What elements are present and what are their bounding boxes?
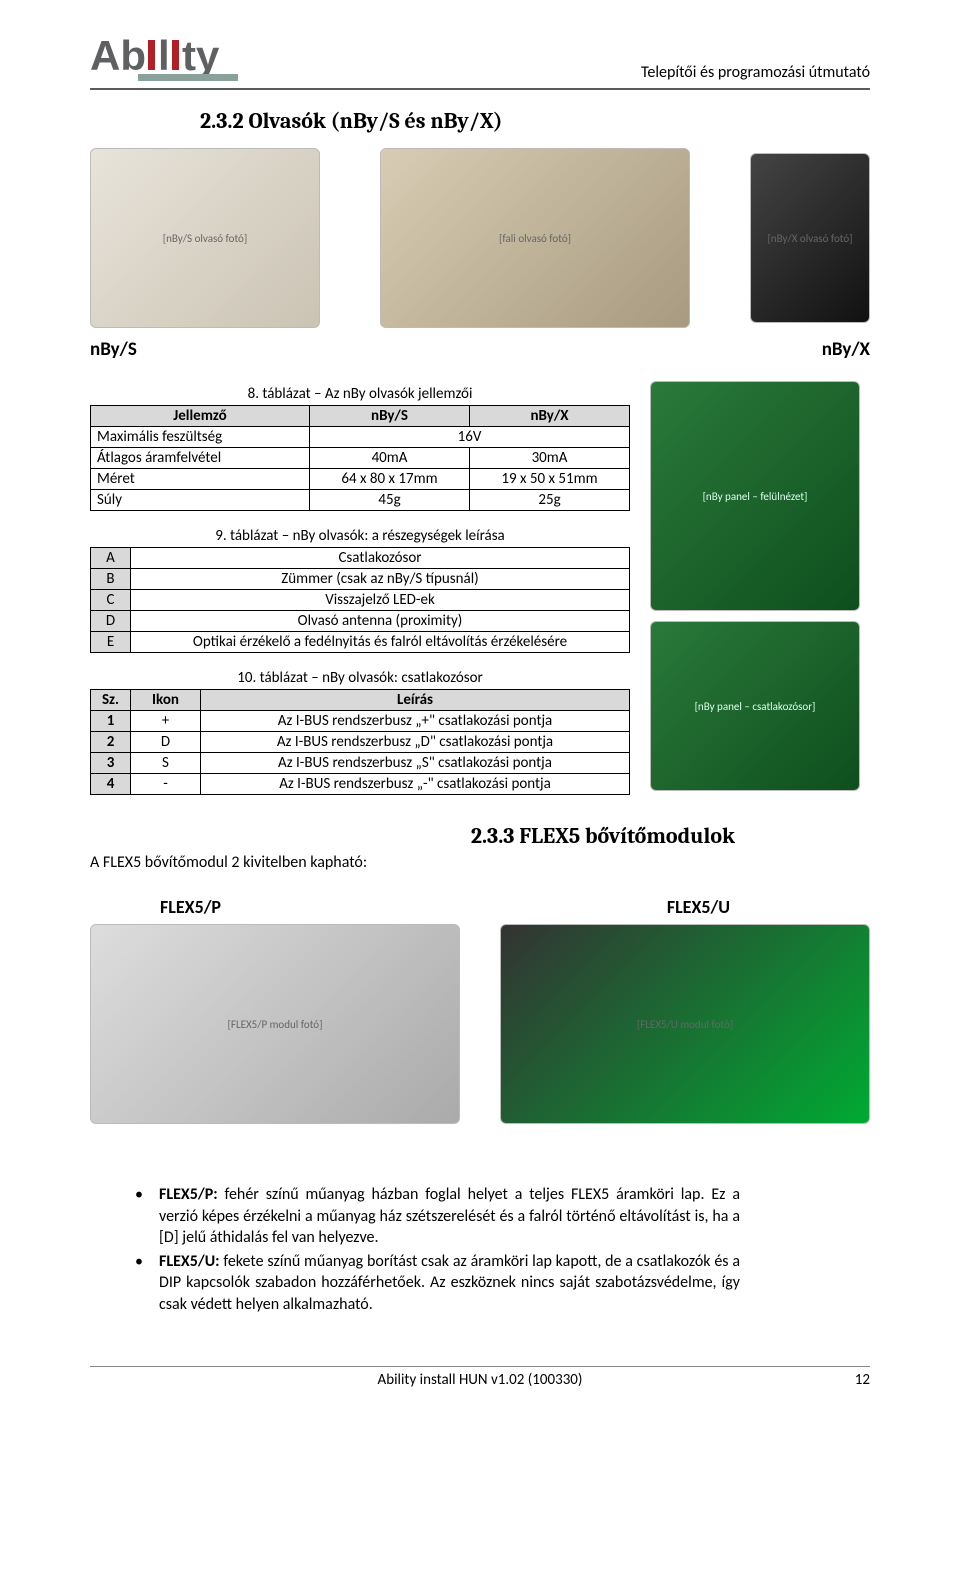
- table-row: DOlvasó antenna (proximity): [91, 611, 630, 632]
- page-header: Ab l ty Telepítői és programozási útmuta…: [90, 30, 870, 90]
- list-item: • FLEX5/U: fekete színű műanyag borítást…: [135, 1251, 740, 1316]
- table-9: ACsatlakozósor BZümmer (csak az nBy/S tí…: [90, 547, 630, 653]
- list-item: • FLEX5/P: fehér színű műanyag házban fo…: [135, 1184, 740, 1249]
- page-number: 12: [582, 1371, 870, 1389]
- section-233-title: 2.3.3 FLEX5 bővítőmodulok: [90, 823, 735, 849]
- svg-text:ty: ty: [182, 32, 220, 79]
- image-wall-reader: [fali olvasó fotó]: [380, 148, 690, 328]
- svg-text:l: l: [158, 32, 170, 79]
- table-row: Súly 45g 25g: [91, 490, 630, 511]
- logo: Ab l ty: [90, 30, 260, 86]
- table-row: EOptikai érzékelő a fedélnyitás és falró…: [91, 632, 630, 653]
- section-232-title: 2.3.2 Olvasók (nBy/S és nBy/X): [200, 108, 870, 134]
- image-nby-s: [nBy/S olvasó fotó]: [90, 148, 320, 328]
- footer-center: Ability install HUN v1.02 (100330): [378, 1371, 583, 1389]
- image-pcb-top: [nBy panel – felülnézet]: [650, 381, 860, 611]
- table-row: 4-Az I-BUS rendszerbusz „-" csatlakozási…: [91, 774, 630, 795]
- section-233-intro: A FLEX5 bővítőmodul 2 kivitelben kapható…: [90, 853, 870, 872]
- page-footer: Ability install HUN v1.02 (100330) 12: [90, 1366, 870, 1389]
- label-nby-s: nBy/S: [90, 338, 137, 361]
- table-8: Jellemző nBy/S nBy/X Maximális feszültsé…: [90, 405, 630, 511]
- image-nby-x: [nBy/X olvasó fotó]: [750, 153, 870, 323]
- doc-title: Telepítői és programozási útmutató: [641, 63, 870, 86]
- table10-caption: 10. táblázat – nBy olvasók: csatlakozóso…: [90, 669, 630, 687]
- svg-text:Ab: Ab: [90, 32, 146, 79]
- image-pcb-bottom: [nBy panel – csatlakozósor]: [650, 621, 860, 791]
- table-row: CVisszajelző LED-ek: [91, 590, 630, 611]
- label-nby-x: nBy/X: [822, 338, 870, 361]
- table-row: Maximális feszültség 16V: [91, 427, 630, 448]
- t8-col0: Jellemző: [91, 406, 310, 427]
- table-row: 1+Az I-BUS rendszerbusz „+" csatlakozási…: [91, 711, 630, 732]
- table9-caption: 9. táblázat – nBy olvasók: a részegysége…: [90, 527, 630, 545]
- table8-caption: 8. táblázat – Az nBy olvasók jellemzői: [90, 385, 630, 403]
- t8-col2: nBy/X: [470, 406, 630, 427]
- table-row: Átlagos áramfelvétel 40mA 30mA: [91, 448, 630, 469]
- label-flex5u: FLEX5/U: [667, 896, 730, 918]
- label-flex5p: FLEX5/P: [160, 896, 221, 918]
- table-row: Méret 64 x 80 x 17mm 19 x 50 x 51mm: [91, 469, 630, 490]
- t8-col1: nBy/S: [310, 406, 470, 427]
- table-row: ACsatlakozósor: [91, 548, 630, 569]
- image-flex5u: [FLEX5/U modul fotó]: [500, 924, 870, 1124]
- table-10: Sz. Ikon Leírás 1+Az I-BUS rendszerbusz …: [90, 689, 630, 795]
- flex5-images: [FLEX5/P modul fotó] [FLEX5/U modul fotó…: [90, 924, 870, 1124]
- image-flex5p: [FLEX5/P modul fotó]: [90, 924, 460, 1124]
- table-row: 2DAz I-BUS rendszerbusz „D" csatlakozási…: [91, 732, 630, 753]
- product-labels: nBy/S nBy/X: [90, 338, 870, 361]
- product-images-row: [nBy/S olvasó fotó] [fali olvasó fotó] […: [90, 148, 870, 328]
- flex5-labels: FLEX5/P FLEX5/U: [90, 896, 870, 918]
- table-row: 3SAz I-BUS rendszerbusz „S" csatlakozási…: [91, 753, 630, 774]
- table-row: BZümmer (csak az nBy/S típusnál): [91, 569, 630, 590]
- body-paragraphs: • FLEX5/P: fehér színű műanyag házban fo…: [135, 1184, 740, 1316]
